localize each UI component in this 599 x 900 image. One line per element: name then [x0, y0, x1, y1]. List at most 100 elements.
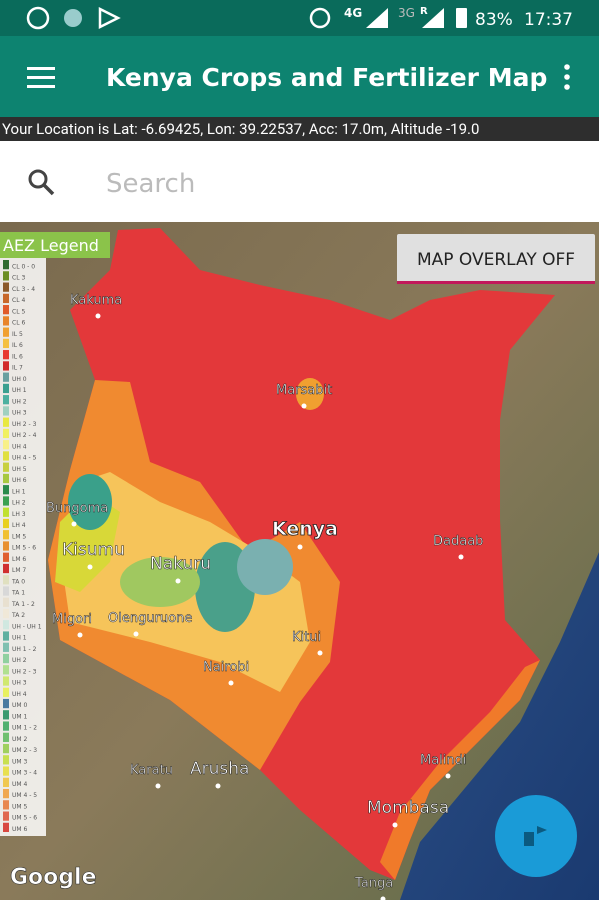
place-marker — [87, 564, 93, 570]
legend-swatch — [3, 440, 9, 450]
aez-zone — [120, 557, 200, 607]
search-bar[interactable]: Search — [0, 141, 599, 222]
place-marker — [71, 521, 77, 527]
legend-label: UM 4 — [12, 781, 27, 788]
legend-swatch — [3, 271, 9, 281]
legend-label: TA 1 — [11, 590, 25, 597]
aez-zone — [296, 378, 324, 410]
place-marker — [228, 680, 234, 686]
legend-swatch — [3, 395, 9, 405]
button-background[interactable] — [397, 234, 595, 284]
legend-swatch — [3, 417, 9, 427]
legend-swatch — [3, 496, 9, 506]
place-marker — [317, 650, 323, 656]
legend-swatch — [3, 642, 9, 652]
legend-swatch — [3, 473, 9, 484]
map-view[interactable]: Kakuma Marsabit Bungoma Kisumu Nakuru Kenya Da… — [0, 222, 599, 900]
legend-label: UH 2 — [12, 657, 27, 664]
legend-label: UH 2 - 4 — [12, 432, 37, 439]
legend-swatch — [3, 327, 9, 337]
legend-label: UM 3 - 4 — [12, 770, 37, 777]
legend-swatch — [3, 676, 9, 686]
place-label: Bungoma — [46, 501, 108, 516]
legend-swatch — [3, 788, 9, 799]
signal-icon — [366, 8, 388, 28]
legend-label: LH 1 — [12, 488, 26, 495]
place-marker — [380, 896, 386, 900]
menu-button[interactable] — [27, 67, 55, 88]
legend-swatch — [3, 428, 9, 439]
legend-swatch — [3, 811, 9, 821]
legend-label: LM 5 — [12, 533, 26, 540]
fab-icon — [524, 826, 547, 846]
legend-label: TA 1 - 2 — [11, 601, 35, 608]
search-icon — [28, 169, 48, 189]
legend-label: UM 5 — [12, 803, 27, 810]
play-icon — [98, 6, 121, 30]
network-label: 4G — [344, 6, 362, 20]
legend-label: UM 1 — [12, 713, 27, 720]
clock: 17:37 — [524, 10, 573, 30]
legend-label: UM 3 — [12, 758, 27, 765]
legend-swatch — [3, 338, 9, 349]
legend-swatch — [3, 586, 9, 596]
legend-label: UM 5 - 6 — [12, 815, 37, 822]
dnd-icon — [309, 7, 331, 29]
place-marker — [77, 632, 83, 638]
legend-label: UH 6 — [12, 477, 27, 484]
fab-background[interactable] — [495, 795, 577, 877]
legend-label: UH 2 - 3 — [12, 421, 37, 428]
legend-label: UH - UH 1 — [12, 623, 42, 630]
legend-swatch — [3, 260, 9, 270]
legend-swatch — [3, 698, 9, 709]
place-marker — [392, 822, 398, 828]
search-input[interactable]: Search — [106, 169, 195, 199]
place-label: Nairobi — [203, 660, 249, 675]
place-label: Tanga — [354, 876, 393, 891]
app-title: Kenya Crops and Fertilizer Map — [106, 63, 547, 92]
legend-label: UM 0 — [12, 702, 27, 709]
place-label: Dadaab — [433, 534, 483, 549]
legend-swatch — [3, 665, 9, 675]
notification-icon — [64, 9, 82, 27]
place-labels: Kakuma Marsabit Bungoma Kisumu Nakuru Kenya Da… — [46, 293, 484, 900]
legend-swatch — [3, 361, 9, 371]
legend-label: UH 4 — [12, 691, 27, 698]
aez-zone — [68, 474, 112, 530]
legend-swatch — [3, 710, 9, 720]
legend-swatch — [3, 372, 9, 382]
place-label: Nakuru — [150, 554, 211, 574]
legend-swatch — [3, 766, 9, 776]
legend-swatch — [3, 383, 9, 394]
overflow-menu[interactable] — [564, 64, 570, 90]
legend-label: UH 2 — [12, 398, 27, 405]
legend-label: IL 7 — [12, 365, 23, 372]
place-label: Malindi — [420, 753, 467, 768]
legend-label: UH 3 — [12, 410, 27, 417]
app-bar-graphics: Kenya Crops and Fertilizer Map — [27, 63, 570, 92]
legend-label: UM 2 - 3 — [12, 747, 37, 754]
legend-label: CL 4 — [12, 297, 25, 304]
legend-label: UM 4 - 5 — [12, 792, 37, 799]
legend-label: CL 5 — [12, 308, 25, 315]
legend-swatch — [3, 822, 9, 832]
place-label: Migori — [52, 612, 92, 627]
legend-swatch — [3, 563, 9, 574]
legend-swatch — [3, 462, 9, 472]
place-marker — [445, 773, 451, 779]
legend-swatch — [3, 451, 9, 461]
legend-swatch — [3, 552, 9, 562]
legend-swatch — [3, 530, 9, 540]
place-marker — [458, 554, 464, 560]
legend-swatch — [3, 541, 9, 551]
location-bar: Your Location is Lat: -6.69425, Lon: 39.… — [0, 117, 599, 141]
place-marker — [155, 783, 161, 789]
map-attribution: Google — [10, 865, 97, 890]
button-label[interactable]: MAP OVERLAY OFF — [417, 250, 575, 270]
fab[interactable] — [495, 795, 577, 877]
place-label: Marsabit — [276, 383, 332, 398]
battery-icon — [456, 8, 467, 28]
legend-swatch — [3, 518, 9, 529]
overlay-button[interactable]: MAP OVERLAY OFF — [397, 234, 595, 284]
